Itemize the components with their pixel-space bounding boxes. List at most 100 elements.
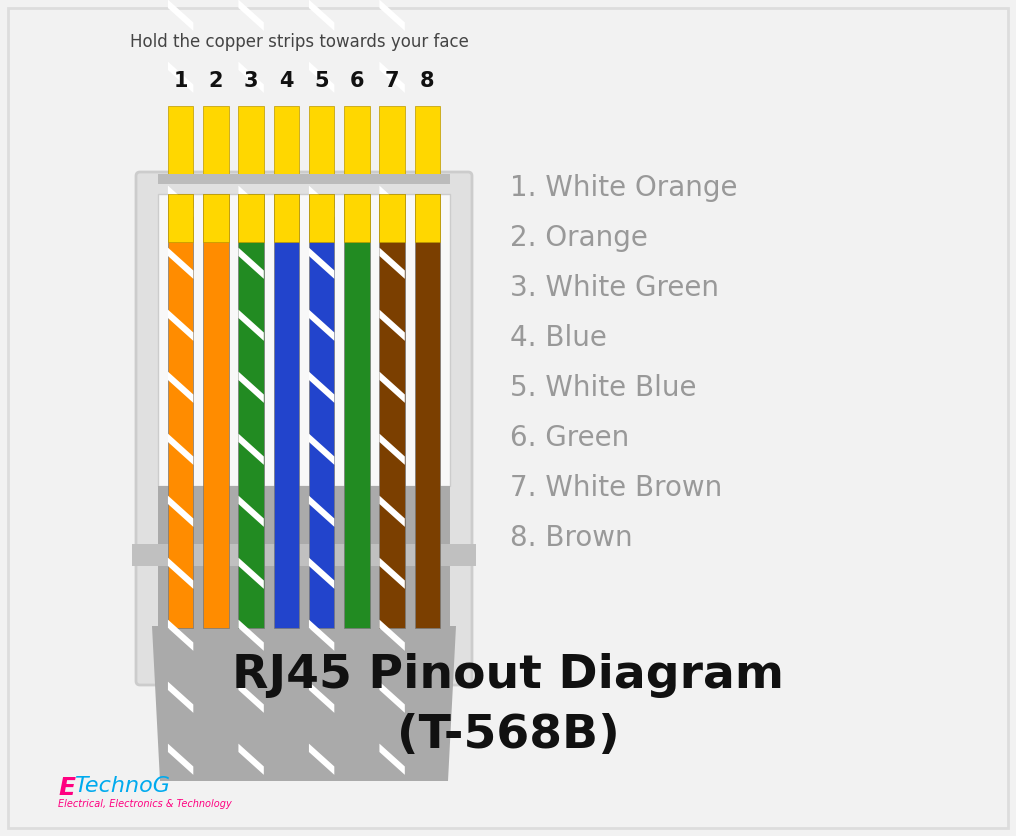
- Polygon shape: [309, 558, 334, 589]
- FancyBboxPatch shape: [136, 172, 472, 685]
- Bar: [344, 194, 370, 242]
- Polygon shape: [379, 434, 404, 465]
- Polygon shape: [168, 0, 193, 31]
- Polygon shape: [168, 558, 193, 589]
- Text: RJ45 Pinout Diagram: RJ45 Pinout Diagram: [232, 654, 784, 699]
- Polygon shape: [379, 681, 404, 713]
- Text: 5. White Blue: 5. White Blue: [510, 374, 697, 402]
- Bar: [203, 106, 229, 176]
- Bar: [273, 194, 299, 242]
- Bar: [273, 106, 299, 176]
- Polygon shape: [309, 372, 334, 403]
- Text: (T-568B): (T-568B): [396, 713, 620, 758]
- Polygon shape: [309, 309, 334, 341]
- Polygon shape: [168, 434, 193, 465]
- Polygon shape: [239, 372, 264, 403]
- Bar: [239, 106, 264, 176]
- Polygon shape: [168, 744, 193, 775]
- Text: 4: 4: [279, 71, 294, 91]
- Text: Electrical, Electronics & Technology: Electrical, Electronics & Technology: [58, 799, 232, 809]
- Text: Hold the copper strips towards your face: Hold the copper strips towards your face: [130, 33, 468, 51]
- Polygon shape: [309, 186, 334, 217]
- Bar: [379, 194, 404, 628]
- Bar: [239, 194, 264, 628]
- Polygon shape: [239, 434, 264, 465]
- Text: 2: 2: [208, 71, 224, 91]
- Text: 4. Blue: 4. Blue: [510, 324, 607, 352]
- Bar: [415, 194, 440, 242]
- Text: 8. Brown: 8. Brown: [510, 524, 633, 552]
- Polygon shape: [168, 496, 193, 527]
- Polygon shape: [168, 62, 193, 93]
- Polygon shape: [239, 62, 264, 93]
- Polygon shape: [168, 309, 193, 341]
- Text: 2. Orange: 2. Orange: [510, 224, 648, 252]
- Bar: [309, 194, 334, 628]
- Bar: [415, 194, 440, 628]
- Text: 6. Green: 6. Green: [510, 424, 629, 452]
- Polygon shape: [379, 62, 404, 93]
- Polygon shape: [239, 309, 264, 341]
- Bar: [309, 106, 334, 176]
- Bar: [309, 194, 334, 628]
- Text: 3. White Green: 3. White Green: [510, 274, 719, 302]
- Bar: [158, 486, 450, 626]
- Polygon shape: [168, 124, 193, 155]
- Bar: [379, 194, 404, 242]
- Text: 1. White Orange: 1. White Orange: [510, 174, 738, 202]
- Polygon shape: [309, 619, 334, 651]
- Polygon shape: [168, 619, 193, 651]
- Bar: [168, 194, 193, 628]
- Bar: [203, 194, 229, 628]
- Polygon shape: [379, 372, 404, 403]
- Text: TechnoG: TechnoG: [74, 776, 170, 796]
- Text: E: E: [58, 776, 75, 800]
- Bar: [239, 194, 264, 628]
- Bar: [309, 194, 334, 242]
- Text: 7: 7: [385, 71, 399, 91]
- Polygon shape: [309, 496, 334, 527]
- Polygon shape: [239, 124, 264, 155]
- Bar: [379, 194, 404, 628]
- Polygon shape: [379, 0, 404, 31]
- Polygon shape: [379, 309, 404, 341]
- Bar: [132, 544, 477, 566]
- Bar: [415, 106, 440, 176]
- Bar: [168, 106, 193, 176]
- Polygon shape: [309, 124, 334, 155]
- Polygon shape: [379, 558, 404, 589]
- Text: 7. White Brown: 7. White Brown: [510, 474, 722, 502]
- Bar: [239, 194, 264, 242]
- Polygon shape: [309, 0, 334, 31]
- Text: 3: 3: [244, 71, 258, 91]
- Polygon shape: [168, 247, 193, 279]
- Polygon shape: [309, 62, 334, 93]
- Polygon shape: [379, 619, 404, 651]
- Text: 6: 6: [350, 71, 364, 91]
- Text: 1: 1: [174, 71, 188, 91]
- Text: 8: 8: [421, 71, 435, 91]
- Polygon shape: [309, 744, 334, 775]
- Polygon shape: [168, 186, 193, 217]
- Bar: [158, 194, 450, 486]
- Polygon shape: [239, 558, 264, 589]
- Polygon shape: [239, 619, 264, 651]
- Bar: [168, 194, 193, 242]
- Bar: [344, 106, 370, 176]
- Polygon shape: [379, 124, 404, 155]
- Polygon shape: [379, 744, 404, 775]
- Polygon shape: [309, 681, 334, 713]
- Polygon shape: [379, 247, 404, 279]
- Bar: [379, 106, 404, 176]
- Text: 5: 5: [314, 71, 329, 91]
- Polygon shape: [239, 496, 264, 527]
- Bar: [203, 194, 229, 242]
- Polygon shape: [239, 247, 264, 279]
- Polygon shape: [309, 247, 334, 279]
- Polygon shape: [168, 681, 193, 713]
- Polygon shape: [379, 496, 404, 527]
- Polygon shape: [239, 186, 264, 217]
- Polygon shape: [168, 372, 193, 403]
- Bar: [273, 194, 299, 628]
- Polygon shape: [239, 744, 264, 775]
